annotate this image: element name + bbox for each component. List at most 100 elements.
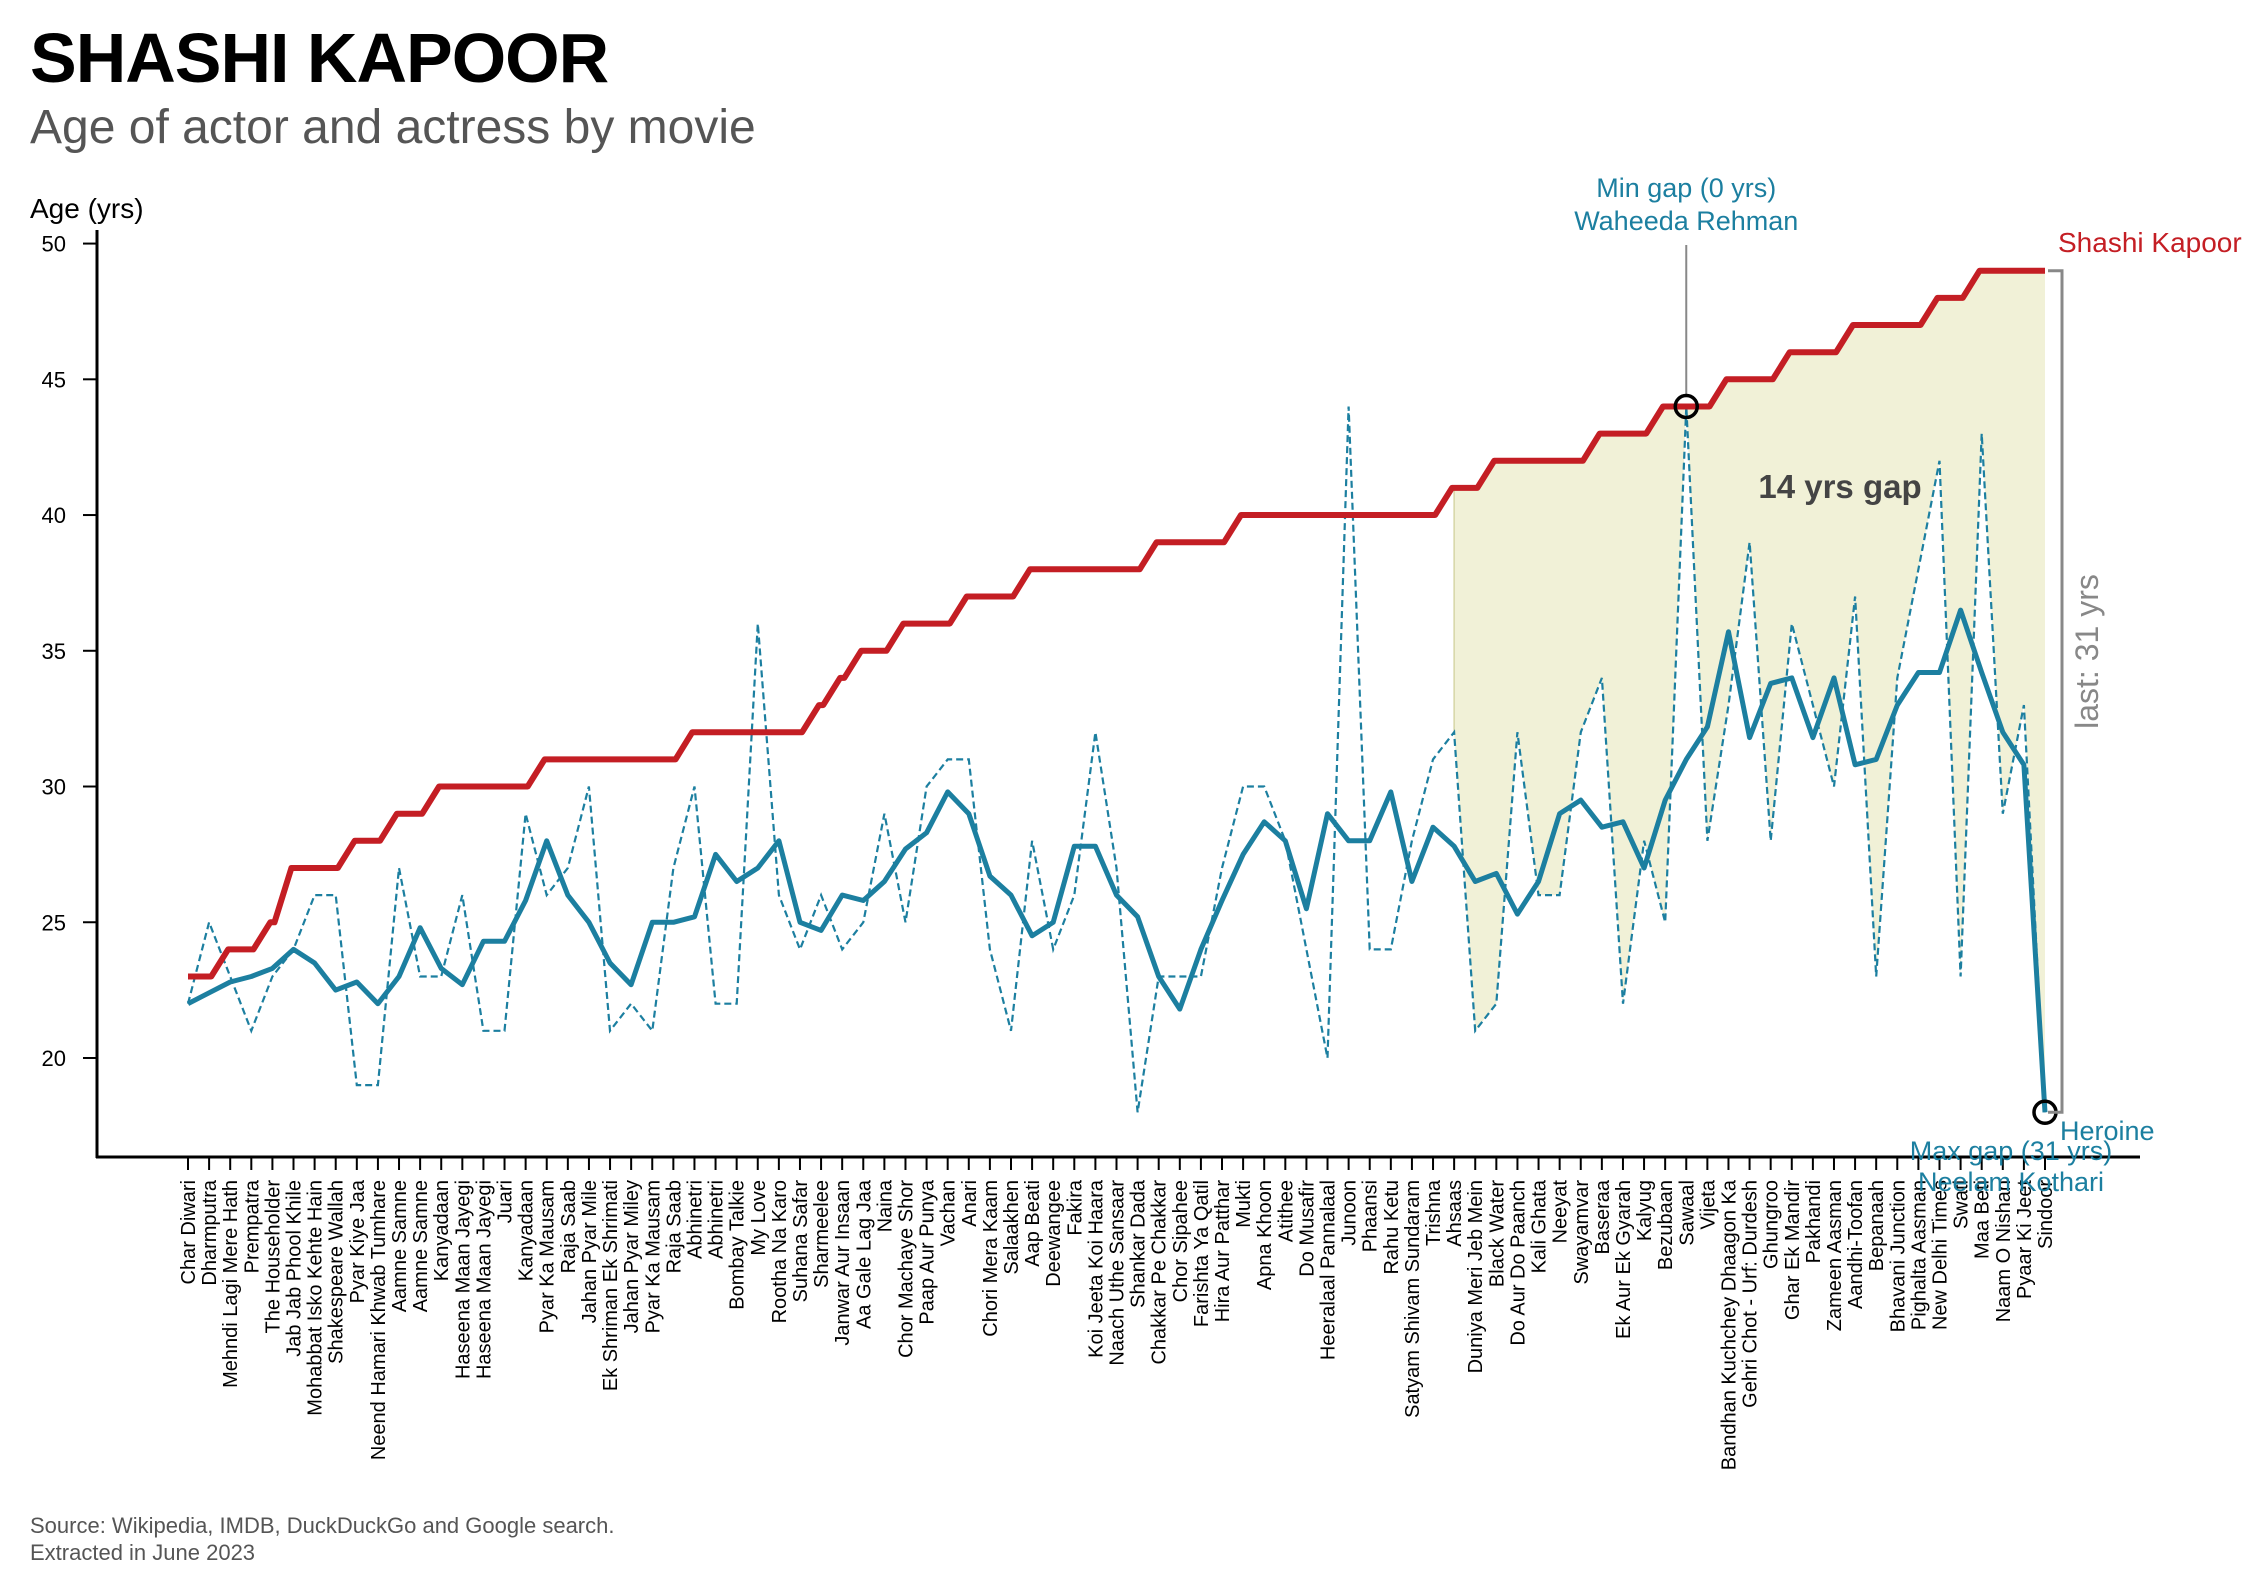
x-tick-label: Abhinetri <box>684 1180 706 1259</box>
x-tick-label: Prempatra <box>241 1179 263 1273</box>
x-tick-label: The Householder <box>262 1180 284 1334</box>
source-line: Source: Wikipedia, IMDB, DuckDuckGo and … <box>30 1513 615 1538</box>
x-tick-label: Atithee <box>1275 1180 1297 1242</box>
x-tick-label: Sharmeelee <box>811 1180 833 1288</box>
x-tick-label: Aa Gale Lag Jaa <box>853 1179 875 1329</box>
x-tick-label: Suhana Safar <box>790 1180 812 1303</box>
x-tick-label: Raja Saab <box>663 1180 685 1273</box>
x-tick-label: Char Diwari <box>178 1180 200 1284</box>
x-tick-label: Raja Saab <box>558 1180 580 1273</box>
min-gap-label: Min gap (0 yrs) <box>1596 173 1776 203</box>
x-tick-label: Rahu Ketu <box>1381 1180 1403 1275</box>
x-tick-label: Haseena Maan Jayegi <box>452 1180 474 1379</box>
x-tick-label: Aap Beati <box>1022 1180 1044 1267</box>
x-tick-label: Deewangee <box>1043 1180 1065 1287</box>
y-tick-label: 45 <box>42 367 66 392</box>
x-tick-label: Black Water <box>1486 1180 1508 1287</box>
x-tick-label: Bhavani Junction <box>1887 1180 1909 1332</box>
x-tick-label: Vachan <box>938 1180 960 1246</box>
y-axis-label: Age (yrs) <box>30 193 144 224</box>
heroine-series-label: Heroine <box>2060 1116 2155 1146</box>
x-tick-label: Mohabbat Isko Kehte Hain <box>305 1180 327 1416</box>
x-tick-label: Jahan Pyar Miley <box>621 1180 643 1333</box>
max-gap-name: Neelam Kothari <box>1918 1167 2104 1197</box>
x-tick-label: Mukti <box>1233 1180 1255 1228</box>
min-gap-name: Waheeda Rehman <box>1574 206 1798 236</box>
x-tick-label: Jahan Pyar Mile <box>579 1180 601 1323</box>
x-tick-label: Fakira <box>1064 1179 1086 1235</box>
x-tick-label: Mehndi Lagi Mere Hath <box>220 1180 242 1388</box>
x-tick-label: Haseena Maan Jayegi <box>473 1180 495 1379</box>
x-tick-label: Do Aur Do Paanch <box>1507 1180 1529 1346</box>
x-tick-label: Swati <box>1951 1180 1973 1229</box>
x-tick-label: Ek Shriman Ek Shrimati <box>600 1180 622 1391</box>
x-tick-label: Kanyadaan <box>431 1180 453 1281</box>
min-gap-marker <box>1673 393 1700 420</box>
heroine-average-line <box>186 607 2048 1113</box>
y-tick-label: 40 <box>42 503 66 528</box>
x-tick-label: Kalyug <box>1634 1180 1656 1241</box>
x-tick-label: Juari <box>495 1180 517 1223</box>
x-tick-label: Do Musafir <box>1296 1180 1318 1277</box>
x-tick-label: Chori Mera Kaam <box>980 1180 1002 1337</box>
x-tick-label: Kali Ghata <box>1529 1179 1551 1273</box>
x-tick-label: Salaakhen <box>1001 1180 1023 1275</box>
x-tick-label: Rootha Na Karo <box>769 1180 791 1323</box>
x-tick-label: Ahsaas <box>1444 1180 1466 1247</box>
x-tick-label: Pyar Ka Mausam <box>642 1180 664 1333</box>
x-tick-label: Zameen Aasman <box>1824 1180 1846 1331</box>
x-tick-label: Abhinetri <box>706 1180 728 1259</box>
x-tick-label: Ghungroo <box>1761 1180 1783 1269</box>
x-tick-label: Bepanaah <box>1866 1180 1888 1271</box>
gap-label: 14 yrs gap <box>1758 468 1921 505</box>
x-tick-label: Pighalta Aasman <box>1908 1180 1930 1330</box>
chart-subtitle: Age of actor and actress by movie <box>30 101 756 154</box>
heroine-age-line <box>186 406 2047 1113</box>
y-tick-label: 30 <box>42 775 66 800</box>
x-tick-label: Paap Aur Punya <box>917 1179 939 1324</box>
x-tick-label: Trishna <box>1423 1179 1445 1246</box>
actor-series-label: Shashi Kapoor <box>2058 227 2242 258</box>
x-tick-label: Heeralaal Pannalaal <box>1318 1180 1340 1360</box>
x-tick-label: Pakhandi <box>1803 1180 1825 1263</box>
x-tick-label: Duniya Meri Jeb Mein <box>1465 1180 1487 1373</box>
y-tick-label: 20 <box>42 1046 66 1071</box>
y-tick-label: 25 <box>42 910 66 935</box>
x-tick-label: Junoon <box>1339 1180 1361 1246</box>
x-tick-label: Kanyadaan <box>516 1180 538 1281</box>
x-tick-label: Shankar Dada <box>1128 1179 1150 1308</box>
x-tick-label: Koi Jeeta Koi Haara <box>1085 1179 1107 1358</box>
x-tick-label: Naam O Nishan <box>1993 1180 2015 1322</box>
x-tick-label: Shakespeare Wallah <box>326 1180 348 1364</box>
extracted-line: Extracted in June 2023 <box>30 1540 256 1565</box>
x-tick-label: Naach Uthe Sansaar <box>1107 1180 1129 1366</box>
x-tick-label: Neeyat <box>1550 1180 1572 1244</box>
x-tick-label: Maa Beti <box>1972 1180 1994 1259</box>
x-tick-label: Pyar Ka Mausam <box>537 1180 559 1333</box>
x-tick-label: Hira Aur Patthar <box>1212 1180 1234 1323</box>
x-tick-label: Anari <box>959 1180 981 1227</box>
source-note: Source: Wikipedia, IMDB, DuckDuckGo and … <box>30 1512 614 1566</box>
x-tick-label: Jab Jab Phool Khile <box>284 1180 306 1357</box>
x-tick-label: Aamne Samne <box>410 1180 432 1312</box>
x-tick-label: Swayamvar <box>1571 1180 1593 1285</box>
y-tick-label: 50 <box>42 232 66 257</box>
x-tick-label: Bezubaan <box>1655 1180 1677 1270</box>
x-tick-label: Chor Sipahee <box>1170 1180 1192 1302</box>
x-tick-label: New Delhi Times <box>1929 1180 1951 1330</box>
gap-area <box>1454 270 2045 1113</box>
x-tick-label: Pyaar Ki Jeet <box>2014 1180 2036 1299</box>
x-tick-label: Satyam Shivam Sundaram <box>1402 1180 1424 1418</box>
x-tick-label: My Love <box>748 1180 770 1256</box>
actor-age-line <box>187 267 2046 980</box>
x-tick-label: Farishta Ya Qatil <box>1191 1180 1213 1327</box>
x-tick-label: Ek Aur Ek Gyarah <box>1613 1180 1635 1339</box>
y-tick-label: 35 <box>42 639 66 664</box>
max-gap-label: Max gap (31 yrs) <box>1910 1136 2113 1166</box>
x-tick-label: Bombay Talkie <box>727 1180 749 1310</box>
x-tick-label: Aandhi-Toofan <box>1845 1180 1867 1309</box>
x-tick-label: Ghar Ek Mandir <box>1782 1180 1804 1320</box>
x-tick-label: Bandhan Kuchchey Dhaagon Ka <box>1718 1179 1740 1470</box>
x-tick-label: Pyar Kiye Jaa <box>347 1179 369 1303</box>
